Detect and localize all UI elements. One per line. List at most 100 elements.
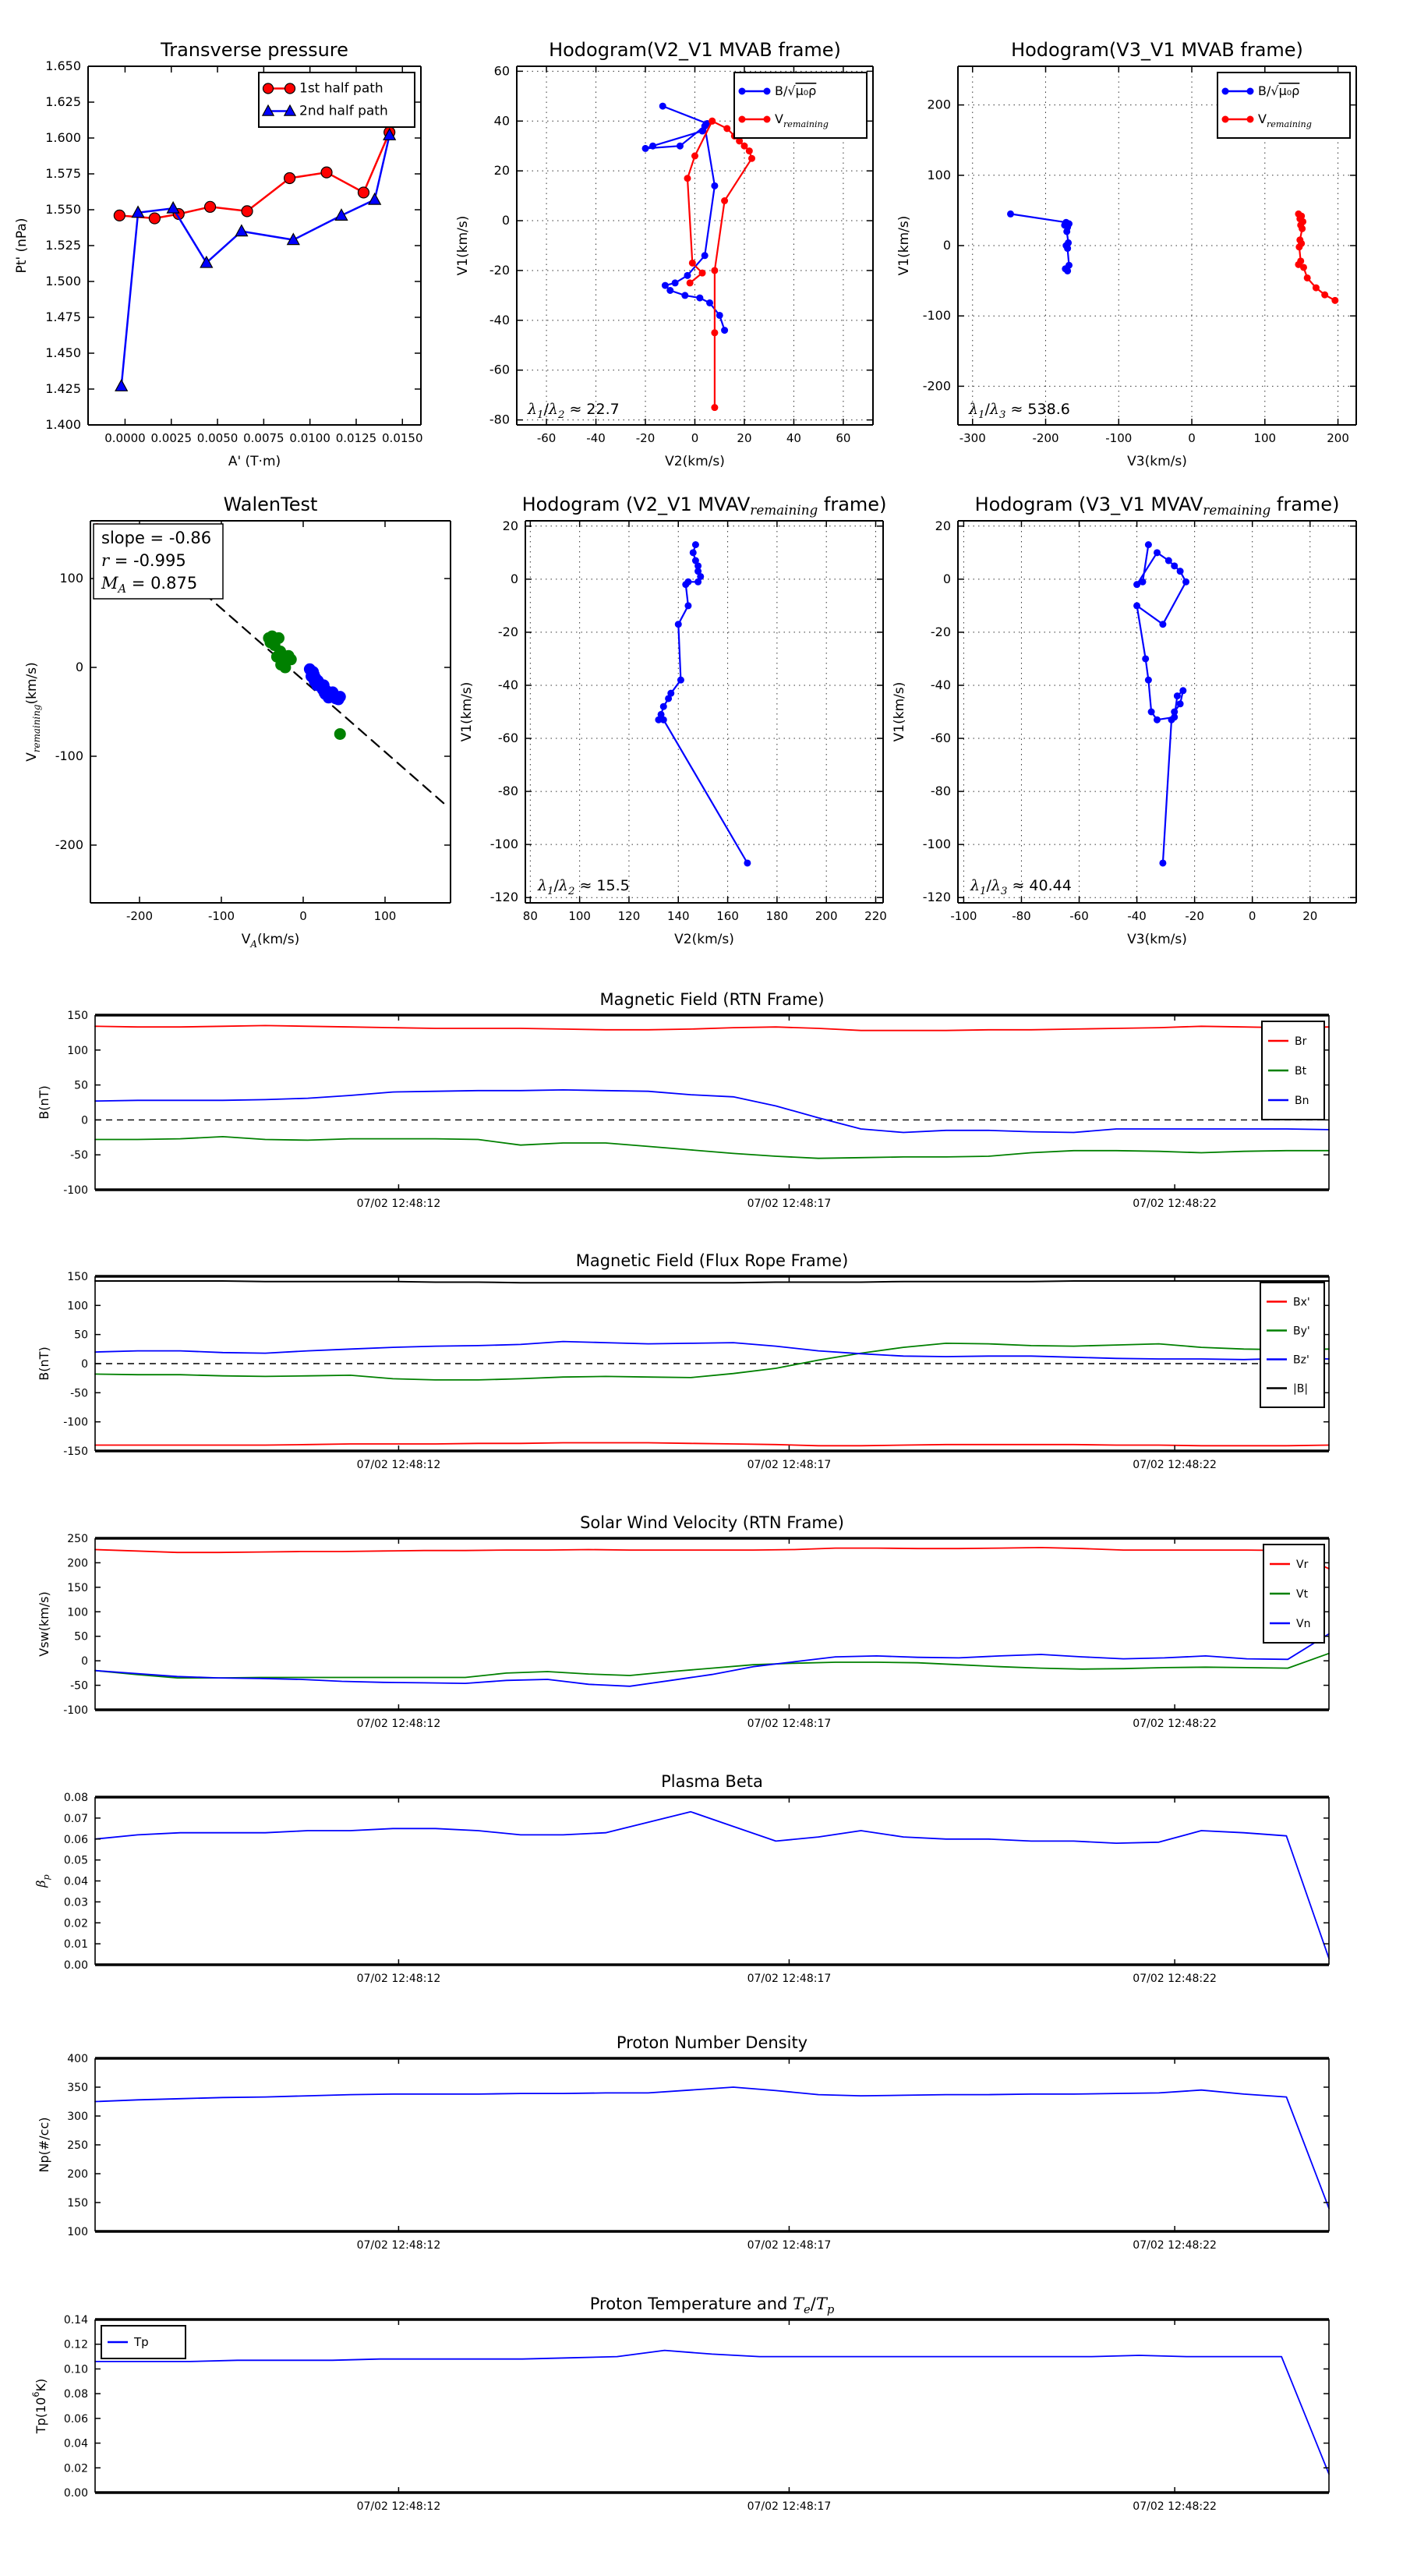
circle-marker [745,147,753,155]
legend-label: Vt [1296,1588,1309,1601]
panel-title: Transverse pressure [160,39,348,61]
circle-marker [357,186,370,199]
circle-marker [327,686,339,699]
x-tick-label: 07/02 12:48:17 [747,2500,832,2513]
annotation-box [93,523,224,600]
x-tick-label: 0 [299,909,307,923]
x-tick-label: 100 [1253,431,1276,445]
x-tick-label: 07/02 12:48:17 [747,2239,832,2252]
circle-marker [1064,245,1072,253]
circle-marker [1159,621,1167,628]
circle-marker [686,279,694,287]
circle-marker [674,621,682,628]
x-tick-label: 140 [667,909,690,923]
y-tick-label: 0.08 [64,1792,88,1804]
circle-marker [1176,568,1184,575]
x-tick-label: -60 [1069,909,1089,923]
y-tick-label: -80 [498,784,518,798]
circle-marker [661,281,669,289]
legend-label: Vremaining [1258,111,1312,129]
legend-label: B/√μ₀ρ [1258,83,1299,98]
legend-label: 1st half path [299,81,383,97]
circle-marker [1171,562,1179,570]
circle-marker [736,137,744,145]
x-tick-label: 180 [766,909,789,923]
x-tick-label: 07/02 12:48:17 [747,1198,832,1210]
y-tick-label: 0.12 [64,2339,88,2351]
panel-walen-test: -200 -100 0 100 -200 -100 0 100 WalenTest VA(km/s… [24,494,451,950]
y-tick-label: -150 [63,1445,88,1458]
y-tick-label: 1.500 [45,274,81,288]
circle-marker [1246,87,1254,95]
y-tick-label: 0.02 [64,1917,88,1930]
series-Br [94,1024,1330,1031]
legend-box [733,72,868,139]
y-tick-label: -40 [489,313,510,327]
y-tick-label: -50 [70,1149,88,1162]
circle-marker [696,294,704,302]
x-tick-label: -200 [1032,431,1058,445]
circle-marker [744,859,751,867]
y-axis-label: B(nT) [37,1085,51,1119]
circle-marker [738,115,746,123]
y-tick-label: 0.10 [64,2363,88,2376]
circle-marker [694,562,702,570]
x-axis-label: VA(km/s) [242,932,300,950]
panel-hodogram-v2v1-mvav: 80 100 120 140 160 180 200 220-120-100-80-60-40… [459,494,887,947]
panel-title: WalenTest [224,494,318,515]
legend-label: Br [1295,1035,1307,1048]
y-tick-label: 0.03 [64,1896,88,1909]
y-tick-label: 150 [67,2197,88,2210]
circle-marker [697,572,705,580]
x-tick-label: 0.0050 [197,431,239,445]
circle-marker [1164,557,1172,564]
legend-label: Bn [1295,1095,1309,1107]
y-axis-label: V1(km/s) [459,682,475,742]
y-tick-label: 200 [67,2168,88,2181]
y-tick-label: -200 [55,837,83,852]
circle-marker [691,557,699,564]
y-tick-label: 150 [67,1271,88,1283]
y-tick-label: 0.02 [64,2462,88,2475]
panel-title: Magnetic Field (RTN Frame) [599,990,824,1009]
triangle-marker [368,192,382,205]
circle-marker [148,212,161,225]
x-tick-label: 0 [691,431,699,445]
legend-label: Bt [1295,1065,1307,1077]
circle-marker [684,602,692,610]
circle-marker [701,252,709,260]
y-tick-label: 50 [74,1329,88,1342]
y-tick-label: 100 [67,2226,88,2238]
x-tick-label: 07/02 12:48:12 [357,2239,441,2252]
x-tick-label: 0.0075 [243,431,284,445]
circle-marker [657,710,665,718]
series-Np [94,2086,1330,2210]
circle-marker [763,115,771,123]
triangle-marker [334,208,348,221]
circle-marker [1299,264,1307,271]
y-tick-label: 300 [67,2111,88,2123]
legend-label: 2nd half path [299,104,388,119]
y-axis-label: V1(km/s) [455,216,471,276]
panel-title: Proton Temperature and Te/Tp [590,2295,835,2316]
y-tick-label: -60 [931,731,951,745]
x-tick-label: 0.0150 [382,431,423,445]
triangle-marker [115,379,129,391]
circle-marker [698,269,706,277]
x-tick-label: -20 [1185,909,1204,923]
series-beta-p [94,1810,1330,1959]
circle-marker [659,716,667,724]
circle-marker [1303,274,1311,281]
y-tick-label: -60 [498,731,518,745]
panel-proton-temp: 07/02 12:48:12 07/02 12:48:17 07/02 12:48:… [31,2295,1330,2513]
y-tick-label: -40 [498,678,518,692]
circle-marker [1133,581,1141,589]
y-tick-label: -120 [923,890,951,904]
circle-marker [666,287,674,294]
y-tick-label: 0 [76,660,83,674]
panel-title: Plasma Beta [661,1772,763,1791]
circle-marker [694,568,702,575]
circle-marker [203,200,217,213]
x-tick-label: -40 [586,431,606,445]
circle-marker [1154,549,1161,557]
